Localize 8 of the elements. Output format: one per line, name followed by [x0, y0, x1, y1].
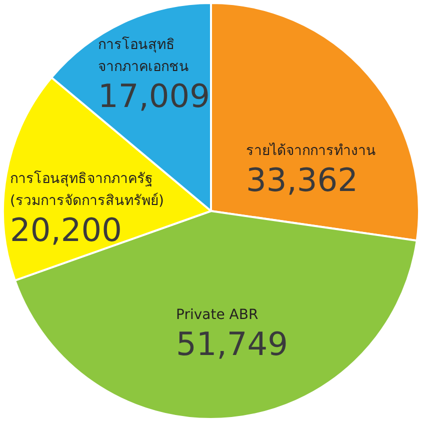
- slice-label: การโอนสุทธิจากภาครัฐ (รวมการจัดการสินทรัพย์): [10, 170, 164, 209]
- data-label: 17,009: [98, 77, 210, 115]
- data-label: 33,362: [246, 161, 358, 199]
- slice-label: Private ABR: [176, 307, 258, 323]
- data-label: 51,749: [176, 325, 288, 363]
- data-label: 20,200: [10, 211, 122, 249]
- slice-label: รายได้จากการทำงาน: [246, 142, 376, 159]
- slice-label: การโอนสุทธิ จากภาคเอกชน: [98, 36, 189, 75]
